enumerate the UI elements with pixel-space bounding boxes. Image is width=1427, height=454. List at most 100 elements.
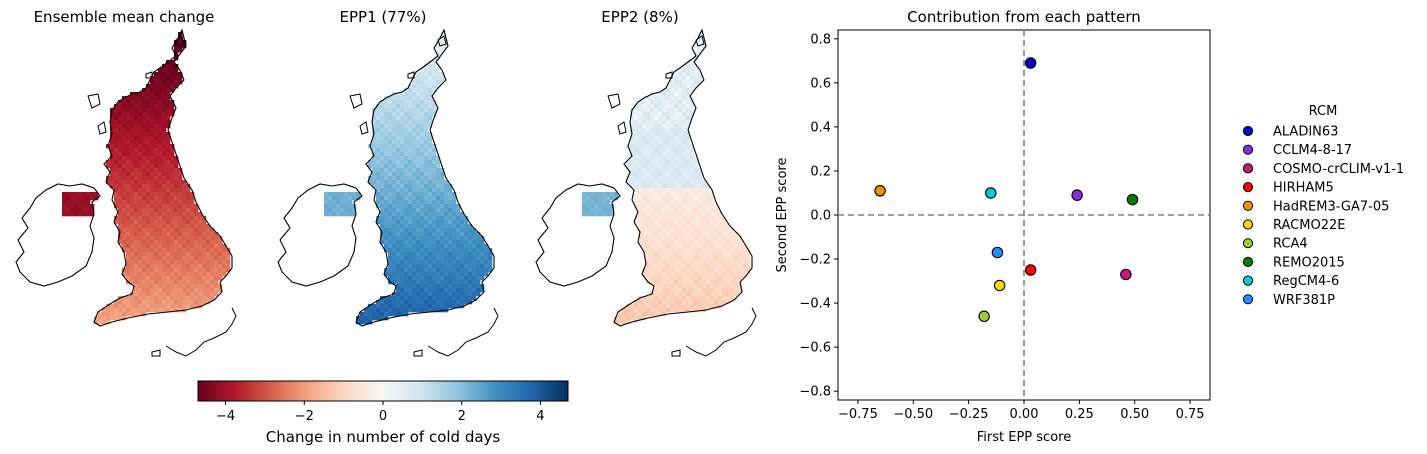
map-cell xyxy=(686,220,691,225)
map-cell xyxy=(618,312,623,317)
map-cell xyxy=(460,252,465,257)
map-cell xyxy=(420,300,425,305)
map-cell xyxy=(460,228,465,233)
map-cell xyxy=(392,96,397,101)
map-cell xyxy=(158,284,163,289)
map-cell xyxy=(678,260,683,265)
map-cell xyxy=(110,124,115,129)
map-cell xyxy=(328,200,333,205)
map-cell xyxy=(138,288,143,293)
map-cell xyxy=(158,204,163,209)
map-cell xyxy=(610,212,615,217)
map-cell xyxy=(166,152,171,157)
map-cell xyxy=(412,100,417,105)
map-cell xyxy=(594,200,599,205)
map-cell xyxy=(162,120,167,125)
map-cell xyxy=(674,232,679,237)
map-cell xyxy=(126,296,131,301)
map-cell xyxy=(472,232,477,237)
map-cell xyxy=(122,152,127,157)
map-cell xyxy=(464,300,469,305)
map-cell xyxy=(428,168,433,173)
map-cell xyxy=(436,264,441,269)
map-cell xyxy=(138,200,143,205)
map-cell xyxy=(388,228,393,233)
map-cell xyxy=(86,204,91,209)
map-cell xyxy=(476,248,481,253)
map-cell xyxy=(174,248,179,253)
map-cell xyxy=(722,268,727,273)
map-cell xyxy=(110,156,115,161)
map-cell xyxy=(416,120,421,125)
map-cell xyxy=(726,292,731,297)
map-cell xyxy=(154,244,159,249)
map-cell xyxy=(694,268,699,273)
map-cell xyxy=(448,292,453,297)
map-cell xyxy=(718,268,723,273)
map-cell xyxy=(658,132,663,137)
map-cell xyxy=(432,80,437,85)
map-cell xyxy=(170,208,175,213)
map-cell xyxy=(416,144,421,149)
map-cell xyxy=(202,220,207,225)
map-cell xyxy=(436,156,441,161)
map-cell xyxy=(722,264,727,269)
map-cell xyxy=(626,308,631,313)
map-cell xyxy=(142,304,147,309)
map-cell xyxy=(722,288,727,293)
map-cell xyxy=(416,72,421,77)
map-cell xyxy=(690,300,695,305)
map-cell xyxy=(586,192,591,197)
map-cell xyxy=(682,132,687,137)
map-cell xyxy=(742,268,747,273)
map-cell xyxy=(150,232,155,237)
map-cell xyxy=(218,248,223,253)
map-cell xyxy=(158,176,163,181)
map-cell xyxy=(126,256,131,261)
map-cell xyxy=(202,268,207,273)
map-cell xyxy=(432,216,437,221)
map-cell xyxy=(170,184,175,189)
map-cell xyxy=(122,100,127,105)
map-cell xyxy=(432,112,437,117)
map-cell xyxy=(198,212,203,217)
coastline xyxy=(685,307,757,357)
map-cell xyxy=(114,164,119,169)
map-cell xyxy=(662,180,667,185)
map-cell xyxy=(114,128,119,133)
map-cell xyxy=(154,256,159,261)
map-cell xyxy=(686,136,691,141)
map-cell xyxy=(166,100,171,105)
map-cell xyxy=(114,180,119,185)
map-cell xyxy=(396,248,401,253)
map-cell xyxy=(404,260,409,265)
map-cell xyxy=(174,68,179,73)
map-cell xyxy=(194,292,199,297)
map-cell xyxy=(416,156,421,161)
map-cell xyxy=(694,272,699,277)
map-cell xyxy=(694,160,699,165)
map-cell xyxy=(710,224,715,229)
island-outline xyxy=(97,121,107,135)
map-cell xyxy=(698,208,703,213)
map-cell xyxy=(718,292,723,297)
map-cell xyxy=(154,208,159,213)
map-cell xyxy=(178,292,183,297)
map-cell xyxy=(670,236,675,241)
map-cell xyxy=(654,256,659,261)
map-cell xyxy=(150,160,155,165)
map-cell xyxy=(134,104,139,109)
map-cell xyxy=(388,96,393,101)
map-cell xyxy=(714,296,719,301)
map-cell xyxy=(142,276,147,281)
map-cell xyxy=(440,256,445,261)
map-cell xyxy=(452,280,457,285)
map-cell xyxy=(698,204,703,209)
map-cell xyxy=(158,88,163,93)
map-cell xyxy=(690,212,695,217)
map-cell xyxy=(150,276,155,281)
map-cell xyxy=(150,172,155,177)
map-cell xyxy=(682,184,687,189)
map-cell xyxy=(396,312,401,317)
map-cell xyxy=(650,132,655,137)
